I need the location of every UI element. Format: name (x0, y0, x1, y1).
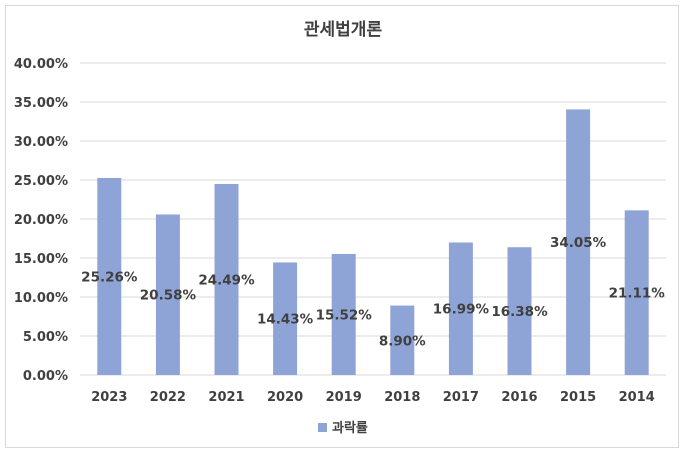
bar (507, 247, 532, 375)
data-label: 24.49% (198, 272, 255, 288)
y-tick-label: 15.00% (14, 252, 68, 267)
y-tick-label: 5.00% (23, 330, 68, 345)
data-label: 20.58% (140, 288, 197, 304)
legend: 과락률 (318, 421, 368, 436)
bar (331, 253, 356, 375)
data-labels: 25.26%20.58%24.49% 14.43% 15.52% 8.90% 16.99… (81, 235, 665, 349)
bar (624, 210, 649, 375)
data-label: 15.52% (316, 307, 373, 323)
bar (273, 262, 298, 375)
x-axis-ticks: 2023 2022 2021 2020 2019 2018 2017 2016 2015 2014 (91, 390, 655, 405)
bar (390, 305, 415, 375)
y-axis-ticks: 0.00% 5.00% 10.00% 15.00% 20.00% 25.00% 30.00%… (14, 57, 68, 384)
bars (97, 109, 649, 375)
y-tick-label: 40.00% (14, 57, 68, 72)
y-tick-label: 20.00% (14, 213, 68, 228)
legend-swatch (318, 423, 327, 432)
x-tick-label: 2017 (443, 390, 479, 405)
bar (566, 109, 591, 375)
data-label: 34.05% (550, 235, 607, 251)
data-label: 21.11% (609, 286, 666, 302)
data-label: 25.26% (81, 269, 138, 285)
x-tick-label: 2023 (91, 390, 127, 405)
x-tick-label: 2021 (208, 390, 244, 405)
y-tick-label: 25.00% (14, 174, 68, 189)
data-label: 16.38% (491, 304, 548, 320)
x-tick-label: 2020 (267, 390, 303, 405)
x-tick-label: 2022 (150, 390, 186, 405)
chart-title: 관세법개론 (304, 20, 383, 40)
data-label: 14.43% (257, 312, 314, 328)
y-tick-label: 0.00% (23, 369, 68, 384)
y-tick-label: 10.00% (14, 291, 68, 306)
bar (155, 214, 180, 375)
data-label: 8.90% (379, 333, 426, 349)
bar (97, 177, 122, 375)
x-tick-label: 2016 (501, 390, 537, 405)
legend-label: 과락률 (332, 421, 368, 436)
y-tick-label: 30.00% (14, 135, 68, 150)
x-tick-label: 2019 (326, 390, 362, 405)
x-tick-label: 2015 (560, 390, 596, 405)
x-tick-label: 2018 (384, 390, 420, 405)
y-tick-label: 35.00% (14, 96, 68, 111)
bar (448, 242, 473, 375)
bar (214, 183, 239, 375)
x-tick-label: 2014 (619, 390, 655, 405)
data-label: 16.99% (433, 302, 490, 318)
